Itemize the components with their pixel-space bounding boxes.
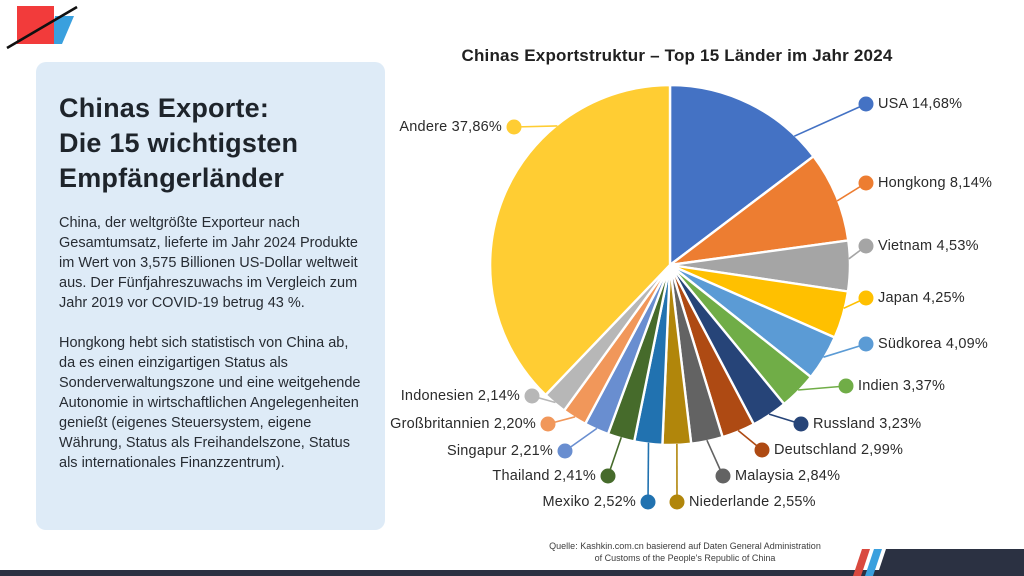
pie-label-singapur: Singapur 2,21% [447,443,553,459]
leader-line-indien [798,385,847,391]
label-dot-niederlande-icon [669,494,685,510]
pie-label-indonesien: Indonesien 2,14% [400,388,520,404]
label-dot-deutschland-icon [754,442,770,458]
label-dot-thailand-icon [600,468,616,484]
label-dot-andere-icon [506,119,522,135]
pie-label-vietnam: Vietnam 4,53% [878,238,979,254]
pie-label-deutschland: Deutschland 2,99% [774,442,904,458]
brand-logo [6,5,78,50]
source-note: Quelle: Kashkin.com.cn basierend auf Dat… [390,541,980,564]
label-dot-mexiko-icon [640,494,656,510]
label-dot-malaysia-icon [715,468,731,484]
info-panel: Chinas Exporte: Die 15 wichtigsten Empfä… [36,62,385,530]
corner-block [877,549,1024,576]
pie-label-grossbritannien: Großbritannien 2,20% [390,416,536,432]
pie-label-mexiko: Mexiko 2,52% [542,494,636,510]
bottom-bar [0,570,1024,576]
bottom-decoration [0,549,1024,576]
panel-paragraph-1: China, der weltgrößte Exporteur nach Ges… [59,215,358,311]
label-dot-singapur-icon [557,443,573,459]
pie-label-sudkorea: Südkorea 4,09% [878,336,989,352]
pie-label-japan: Japan 4,25% [878,290,965,306]
pie-label-usa: USA 14,68% [878,96,963,112]
pie-label-russland: Russland 3,23% [813,416,922,432]
corner-red-slash-icon [853,549,870,576]
pie-label-thailand: Thailand 2,41% [492,468,596,484]
label-dot-sudkorea-icon [858,336,874,352]
chart-title: Chinas Exportstruktur – Top 15 Länder im… [461,46,893,65]
pie-slice-hongkong [668,155,850,267]
pie-slice-andere [488,83,672,397]
logo-blue-shape-icon [50,16,74,44]
label-dot-japan-icon [858,290,874,306]
pie-label-niederlande: Niederlande 2,55% [689,494,816,510]
leader-line-usa [793,103,867,137]
pie-label-hongkong: Hongkong 8,14% [878,175,993,191]
logo-diagonal-line-icon [6,5,78,50]
panel-paragraph-2: Hongkong hebt sich statistisch von China… [59,335,361,471]
label-dot-usa-icon [858,96,874,112]
pie-slice-usa [668,83,815,267]
label-dot-indien-icon [838,378,854,394]
label-dot-indonesien-icon [524,388,540,404]
label-dot-russland-icon [793,416,809,432]
pie-label-indien: Indien 3,37% [858,378,946,394]
label-dot-vietnam-icon [858,238,874,254]
leader-line-mexiko [647,442,650,503]
pie-label-andere: Andere 37,86% [399,119,502,135]
source-line-1: Quelle: Kashkin.com.cn basierend auf Dat… [549,541,821,551]
label-dot-hongkong-icon [858,175,874,191]
pie-label-malaysia: Malaysia 2,84% [735,468,841,484]
panel-title: Chinas Exporte: Die 15 wichtigsten Empfä… [59,93,299,193]
label-dot-grossbritannien-icon [540,416,556,432]
corner-blue-slash-icon [865,549,882,576]
source-line-2: of Customs of the People's Republic of C… [594,552,776,563]
